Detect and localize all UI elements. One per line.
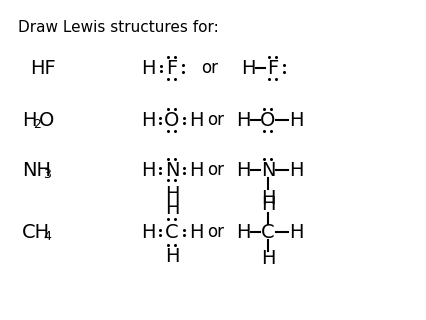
Text: or: or — [207, 161, 224, 179]
Text: 4: 4 — [43, 229, 51, 243]
Text: H: H — [141, 222, 155, 242]
Text: H: H — [141, 110, 155, 130]
Text: H: H — [22, 110, 36, 130]
Text: NH: NH — [22, 161, 51, 180]
Text: H: H — [188, 161, 203, 180]
Text: C: C — [165, 222, 178, 242]
Text: H: H — [164, 198, 179, 218]
Text: CH: CH — [22, 222, 50, 242]
Text: H: H — [188, 222, 203, 242]
Text: N: N — [164, 161, 179, 180]
Text: N: N — [260, 161, 275, 180]
Text: C: C — [261, 222, 274, 242]
Text: H: H — [240, 59, 255, 77]
Text: or: or — [201, 59, 218, 77]
Text: H: H — [260, 250, 275, 268]
Text: F: F — [166, 59, 177, 77]
Text: H: H — [235, 222, 250, 242]
Text: H: H — [288, 110, 302, 130]
Text: HF: HF — [30, 59, 56, 77]
Text: or: or — [207, 111, 224, 129]
Text: Draw Lewis structures for:: Draw Lewis structures for: — [18, 20, 218, 35]
Text: H: H — [260, 196, 275, 214]
Text: H: H — [260, 188, 275, 207]
Text: H: H — [235, 110, 250, 130]
Text: H: H — [235, 161, 250, 180]
Text: H: H — [141, 59, 155, 77]
Text: F: F — [267, 59, 278, 77]
Text: H: H — [188, 110, 203, 130]
Text: O: O — [39, 110, 54, 130]
Text: O: O — [164, 110, 179, 130]
Text: H: H — [164, 246, 179, 266]
Text: H: H — [141, 161, 155, 180]
Text: 2: 2 — [33, 117, 41, 131]
Text: H: H — [288, 161, 302, 180]
Text: H: H — [288, 222, 302, 242]
Text: or: or — [207, 223, 224, 241]
Text: 3: 3 — [43, 167, 51, 180]
Text: O: O — [260, 110, 275, 130]
Text: H: H — [164, 185, 179, 204]
